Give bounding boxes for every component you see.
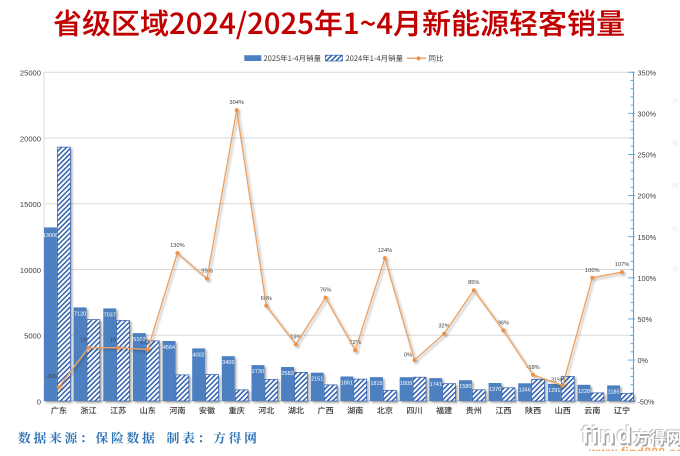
svg-text:76%: 76% <box>320 288 331 294</box>
svg-text:200%: 200% <box>638 192 657 201</box>
svg-text:13006: 13006 <box>43 233 58 239</box>
svg-text:150%: 150% <box>638 233 657 242</box>
svg-text:7037: 7037 <box>104 312 116 318</box>
svg-text:100%: 100% <box>638 274 657 283</box>
svg-text:1741: 1741 <box>430 382 442 388</box>
svg-text:2151: 2151 <box>311 377 323 383</box>
svg-text:107%: 107% <box>615 262 630 268</box>
svg-text:-50%: -50% <box>638 397 656 406</box>
svg-text:32%: 32% <box>438 324 449 330</box>
svg-text:4002: 4002 <box>192 352 204 358</box>
svg-text:130%: 130% <box>170 243 185 249</box>
svg-text:find: find <box>580 421 632 449</box>
svg-text:1185: 1185 <box>608 389 620 395</box>
svg-text:36%: 36% <box>498 320 509 326</box>
svg-text:find: find <box>583 423 635 451</box>
svg-text:15%: 15% <box>80 338 91 344</box>
svg-text:1861: 1861 <box>341 381 353 387</box>
svg-text:7120: 7120 <box>74 311 86 317</box>
svg-text:19%: 19% <box>290 334 301 340</box>
svg-text:-18%: -18% <box>526 365 539 371</box>
svg-text:www.find800.com.cn: www.find800.com.cn <box>588 447 680 451</box>
svg-text:304%: 304% <box>229 100 244 106</box>
svg-text:350%: 350% <box>638 68 657 77</box>
svg-text:2583: 2583 <box>281 371 293 377</box>
svg-text:15%: 15% <box>110 338 121 344</box>
svg-text:find: find <box>581 422 633 450</box>
svg-text:4564: 4564 <box>163 345 175 351</box>
svg-text:2730: 2730 <box>252 369 264 375</box>
svg-text:250%: 250% <box>638 151 657 160</box>
svg-text:10000: 10000 <box>20 266 41 275</box>
svg-text:85%: 85% <box>468 280 479 286</box>
svg-text:-31%: -31% <box>549 378 562 384</box>
svg-text:1815: 1815 <box>370 381 382 387</box>
svg-text:124%: 124% <box>378 248 393 254</box>
svg-text:1291: 1291 <box>548 388 560 394</box>
svg-text:20000: 20000 <box>20 134 41 143</box>
svg-text:1809: 1809 <box>400 381 412 387</box>
svg-text:0%: 0% <box>404 353 412 359</box>
svg-text:25000: 25000 <box>20 69 41 78</box>
svg-text:66%: 66% <box>261 296 272 302</box>
svg-text:1346: 1346 <box>519 387 531 393</box>
svg-text:1370: 1370 <box>489 387 501 393</box>
svg-text:100%: 100% <box>585 268 600 274</box>
svg-text:0%: 0% <box>638 356 649 365</box>
svg-text:15000: 15000 <box>20 200 41 209</box>
svg-text:5000: 5000 <box>24 332 41 341</box>
svg-text:0: 0 <box>37 397 41 406</box>
svg-text:-33%: -33% <box>46 374 59 380</box>
svg-text:12%: 12% <box>350 340 361 346</box>
svg-text:50%: 50% <box>638 315 653 324</box>
svg-text:5163: 5163 <box>133 337 145 343</box>
svg-text:1228: 1228 <box>578 389 590 395</box>
svg-text:99%: 99% <box>201 269 212 275</box>
svg-text:3405: 3405 <box>222 360 234 366</box>
svg-text:13%: 13% <box>140 339 151 345</box>
svg-text:300%: 300% <box>638 109 657 118</box>
svg-text:1580: 1580 <box>459 384 471 390</box>
